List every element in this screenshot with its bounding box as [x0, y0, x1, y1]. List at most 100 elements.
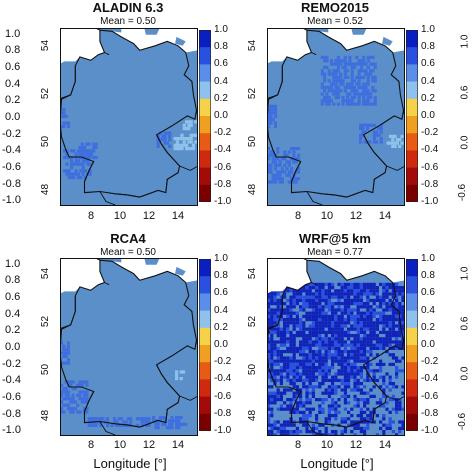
- grid-cell: [395, 404, 399, 408]
- grid-cell: [289, 337, 293, 341]
- grid-cell: [76, 393, 80, 397]
- grid-cell: [161, 138, 165, 142]
- grid-cell: [189, 147, 193, 151]
- grid-cell: [185, 147, 189, 151]
- grid-cell: [375, 286, 379, 290]
- grid-cell: [273, 177, 278, 181]
- grid-cell: [347, 327, 351, 331]
- grid-cell: [366, 55, 370, 59]
- grid-cell: [382, 346, 386, 350]
- grid-cell: [64, 121, 68, 125]
- grid-cell: [388, 334, 392, 338]
- grid-cell: [74, 162, 78, 166]
- grid-cell: [353, 295, 357, 299]
- grid-cell: [395, 385, 399, 389]
- land-patch: [302, 28, 329, 33]
- grid-cell: [283, 391, 287, 395]
- grid-cell: [311, 308, 315, 312]
- grid-cell: [353, 378, 357, 382]
- grid-cell: [185, 137, 189, 141]
- grid-cell: [350, 407, 354, 411]
- grid-cell: [363, 327, 367, 331]
- grid-cell: [302, 359, 306, 363]
- grid-cell: [332, 82, 336, 86]
- grid-cell: [331, 292, 335, 296]
- grid-cell: [385, 305, 389, 309]
- grid-cell: [289, 372, 293, 376]
- outer-right-tick: 0.6: [459, 316, 471, 331]
- grid-cell: [292, 407, 296, 411]
- grid-cell: [362, 59, 366, 63]
- grid-cell: [305, 414, 309, 418]
- grid-cell: [318, 292, 322, 296]
- grid-cell: [388, 337, 392, 341]
- grid-cell: [401, 356, 405, 360]
- colorbar-tick: -0.2: [214, 127, 232, 139]
- grid-cell: [334, 414, 338, 418]
- grid-cell: [327, 410, 331, 414]
- grid-cell: [147, 423, 151, 427]
- grid-cell: [276, 314, 280, 318]
- grid-cell: [363, 430, 367, 434]
- grid-cell: [388, 134, 393, 138]
- grid-cell: [395, 366, 399, 370]
- grid-cell: [324, 353, 328, 357]
- grid-cell: [292, 305, 296, 309]
- grid-cell: [321, 321, 325, 325]
- grid-cell: [94, 423, 98, 427]
- grid-cell: [283, 311, 287, 315]
- grid-cell: [302, 404, 306, 408]
- grid-cell: [395, 289, 399, 293]
- colorbar-segment: [199, 362, 211, 380]
- grid-cell: [185, 127, 189, 131]
- grid-cell: [382, 314, 386, 318]
- grid-cell: [324, 366, 328, 370]
- grid-cell: [318, 337, 322, 341]
- grid-cell: [359, 391, 363, 395]
- grid-cell: [283, 327, 287, 331]
- grid-cell: [372, 324, 376, 328]
- grid-cell: [369, 330, 373, 334]
- grid-cell: [363, 378, 367, 382]
- grid-cell: [401, 423, 405, 427]
- grid-cell: [295, 401, 299, 405]
- grid-cell: [163, 416, 167, 420]
- grid-cell: [280, 157, 284, 161]
- grid-cell: [366, 92, 370, 96]
- grid-cell: [388, 292, 392, 296]
- grid-cell: [334, 404, 338, 408]
- grid-cell: [267, 308, 271, 312]
- grid-cell: [363, 346, 367, 350]
- country-border: [363, 364, 405, 401]
- grid-cell: [83, 393, 87, 397]
- grid-cell: [289, 359, 293, 363]
- grid-cell: [273, 375, 277, 379]
- grid-cell: [324, 369, 328, 373]
- grid-cell: [320, 69, 324, 73]
- grid-cell: [286, 388, 290, 392]
- grid-cell: [295, 289, 299, 293]
- grid-cell: [395, 295, 399, 299]
- grid-cell: [177, 422, 181, 426]
- grid-cell: [382, 286, 386, 290]
- grid-cell: [320, 92, 324, 96]
- grid-cell: [366, 282, 370, 286]
- grid-cell: [88, 155, 92, 160]
- grid-cell: [64, 390, 68, 394]
- grid-cell: [64, 361, 68, 365]
- grid-cell: [178, 143, 182, 147]
- grid-cell: [267, 398, 271, 402]
- grid-cell: [356, 314, 360, 318]
- grid-cell: [302, 321, 306, 325]
- grid-cell: [395, 314, 399, 318]
- grid-cell: [276, 398, 280, 402]
- grid-cell: [375, 130, 379, 134]
- grid-cell: [334, 385, 338, 389]
- x-axis-title: Longitude [°]: [300, 456, 374, 471]
- grid-cell: [363, 420, 367, 424]
- grid-cell: [279, 327, 283, 331]
- grid-cell: [382, 423, 386, 427]
- sea-area: [267, 258, 405, 294]
- grid-cell: [331, 340, 335, 344]
- grid-cell: [369, 308, 373, 312]
